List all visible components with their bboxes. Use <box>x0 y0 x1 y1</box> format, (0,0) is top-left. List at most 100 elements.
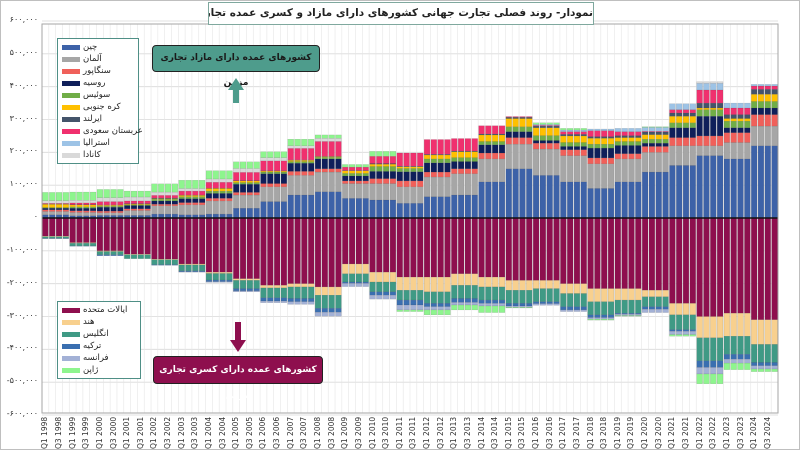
bar-segment <box>451 157 458 162</box>
bar-segment <box>349 175 356 182</box>
bar-segment <box>321 141 328 157</box>
bar-segment <box>437 309 444 316</box>
bar-segment <box>205 273 213 281</box>
bar-segment <box>723 217 730 314</box>
x-tick-label: Q3 2018 <box>599 416 609 449</box>
legend-swatch <box>62 307 80 313</box>
x-tick-label: Q3 1998 <box>54 416 64 449</box>
legend-label: هند <box>83 317 95 327</box>
bar-segment <box>444 171 451 178</box>
bar-segment <box>294 286 301 299</box>
bar-segment <box>614 288 621 301</box>
bar-segment <box>689 103 696 110</box>
bar-segment <box>614 131 621 136</box>
bar-segment <box>526 217 533 281</box>
bar-segment <box>423 306 431 311</box>
bar-segment <box>737 132 744 143</box>
bar-segment <box>185 202 192 206</box>
bar-segment <box>607 163 615 189</box>
bar-segment <box>458 173 465 196</box>
bar-segment <box>199 188 206 192</box>
bar-segment <box>737 354 744 360</box>
bar-segment <box>648 131 655 135</box>
bar-segment <box>355 198 362 219</box>
y-tick-label: ۱۰۰,۰۰۰ <box>9 179 38 189</box>
bar-segment <box>614 158 621 183</box>
bar-segment <box>635 131 642 136</box>
bar-segment <box>744 336 751 355</box>
bar-segment <box>130 200 138 204</box>
bar-segment <box>458 298 465 303</box>
bar-segment <box>621 131 628 136</box>
x-tick-label: Q3 2023 <box>735 416 745 449</box>
bar-segment <box>103 207 110 212</box>
bar-segment <box>444 154 451 160</box>
bar-segment <box>403 304 410 311</box>
bar-segment <box>362 217 369 265</box>
bar-segment <box>185 264 192 272</box>
bar-segment <box>55 207 63 210</box>
x-tick-label: Q1 2002 <box>149 416 159 449</box>
bar-segment <box>430 176 437 197</box>
bar-segment <box>696 337 703 361</box>
bar-segment <box>757 101 765 109</box>
legend-label: انگلیس <box>83 329 109 339</box>
legend-item: سنگاپور <box>62 65 134 77</box>
bar-segment <box>553 135 560 141</box>
bar-segment <box>103 201 110 206</box>
bar-segment <box>178 217 185 265</box>
bar-segment <box>744 132 751 143</box>
bar-segment <box>492 141 499 145</box>
bar-segment <box>246 192 253 196</box>
bar-segment <box>335 141 342 157</box>
bar-segment <box>396 276 403 291</box>
bar-segment <box>430 139 437 155</box>
bar-segment <box>560 134 567 137</box>
x-tick-label: Q1 2004 <box>203 416 213 449</box>
bar-segment <box>376 151 383 157</box>
bar-segment <box>621 315 628 317</box>
bar-segment <box>771 344 778 363</box>
bar-segment <box>417 290 424 301</box>
bar-segment <box>539 148 546 176</box>
bar-segment <box>137 200 144 204</box>
bar-segment <box>362 198 369 219</box>
bar-segment <box>614 315 621 317</box>
bar-segment <box>717 102 724 109</box>
bar-segment <box>703 116 710 137</box>
bar-segment <box>287 139 294 146</box>
legend-swatch <box>62 68 80 74</box>
bar-segment <box>553 142 560 150</box>
bar-segment <box>492 125 499 135</box>
bar-segment <box>383 183 390 201</box>
bar-segment <box>158 183 165 193</box>
legend-label: ایرلند <box>83 114 103 124</box>
bar-segment <box>682 112 690 117</box>
bar-segment <box>294 148 301 161</box>
bar-segment <box>362 164 369 168</box>
bar-segment <box>669 137 676 146</box>
bar-segment <box>355 166 362 171</box>
bar-segment <box>703 337 710 361</box>
bar-segment <box>205 200 213 215</box>
bar-segment <box>55 204 63 208</box>
bar-segment <box>417 152 424 167</box>
bar-segment <box>662 131 669 133</box>
bar-segment <box>49 192 56 201</box>
bar-segment <box>205 281 213 283</box>
bar-segment <box>376 163 383 165</box>
bar-segment <box>185 188 192 192</box>
bar-segment <box>96 189 103 198</box>
bar-segment <box>539 280 546 289</box>
bar-segment <box>512 143 519 169</box>
bar-segment <box>69 210 76 213</box>
bar-segment <box>417 168 424 172</box>
bar-segment <box>103 217 110 251</box>
bar-segment <box>519 307 526 309</box>
bar-segment <box>294 161 301 164</box>
bar-segment <box>757 114 765 127</box>
bar-segment <box>444 158 451 163</box>
bar-segment <box>607 143 615 149</box>
bar-segment <box>130 190 138 198</box>
bar-segment <box>389 217 397 273</box>
